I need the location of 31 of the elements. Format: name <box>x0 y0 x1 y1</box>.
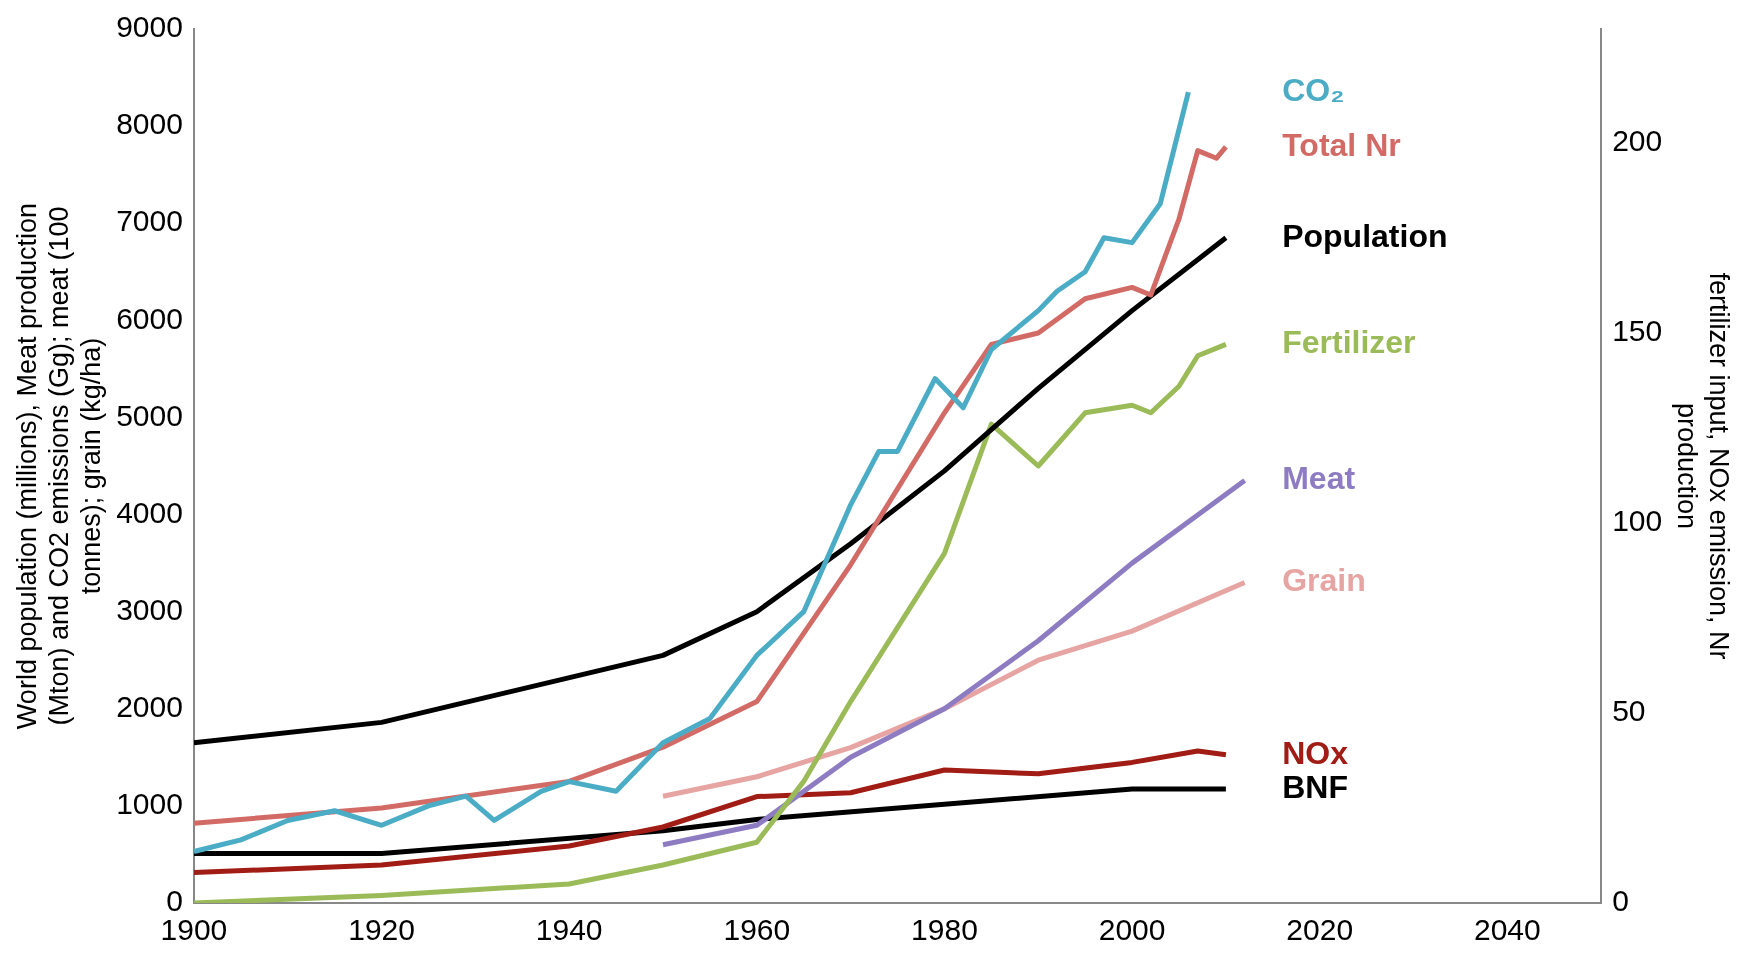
x-tick-label: 2020 <box>1286 913 1354 947</box>
series-label: Grain <box>1282 562 1366 599</box>
y2-tick-label: 50 <box>1612 694 1646 728</box>
y2-tick-label: 150 <box>1612 314 1663 348</box>
series-label: Total Nr <box>1282 126 1401 163</box>
series-label: Meat <box>1282 460 1356 497</box>
series-label: Fertilizer <box>1282 324 1416 361</box>
y2-tick-label: 0 <box>1612 884 1629 918</box>
y-tick-label: 2000 <box>116 690 183 724</box>
x-tick-label: 2000 <box>1098 913 1166 947</box>
series-label: BNF <box>1282 768 1348 805</box>
y-tick-label: 7000 <box>116 204 183 238</box>
y2-tick-label: 200 <box>1612 124 1663 158</box>
y-tick-label: 8000 <box>116 107 183 141</box>
text: CO₂ <box>1282 71 1345 108</box>
x-tick-label: 1980 <box>911 913 978 947</box>
series-label: NOx <box>1282 734 1349 771</box>
y-tick-label: 9000 <box>116 10 183 44</box>
x-tick-label: 2040 <box>1473 913 1541 947</box>
y-tick-label: 3000 <box>116 592 183 626</box>
y2-tick-label: 100 <box>1612 504 1663 538</box>
y-axis-title: World population (millions), Meat production (Mton) and CO2 emissions (Gg); meat (100 tonnes); grain (kg/ha) <box>11 202 107 730</box>
y-tick-label: 4000 <box>116 495 183 529</box>
x-tick-label: 1960 <box>723 913 791 947</box>
y-tick-label: 1000 <box>116 787 183 821</box>
y2-axis-title: fertilizer input, NOx emission, Nr production <box>1671 272 1735 660</box>
x-tick-label: 1920 <box>348 913 415 947</box>
x-tick-label: 1940 <box>535 913 603 947</box>
y-tick-label: 6000 <box>116 301 183 335</box>
series-label: Population <box>1282 217 1448 254</box>
y-tick-label: 5000 <box>116 398 183 432</box>
